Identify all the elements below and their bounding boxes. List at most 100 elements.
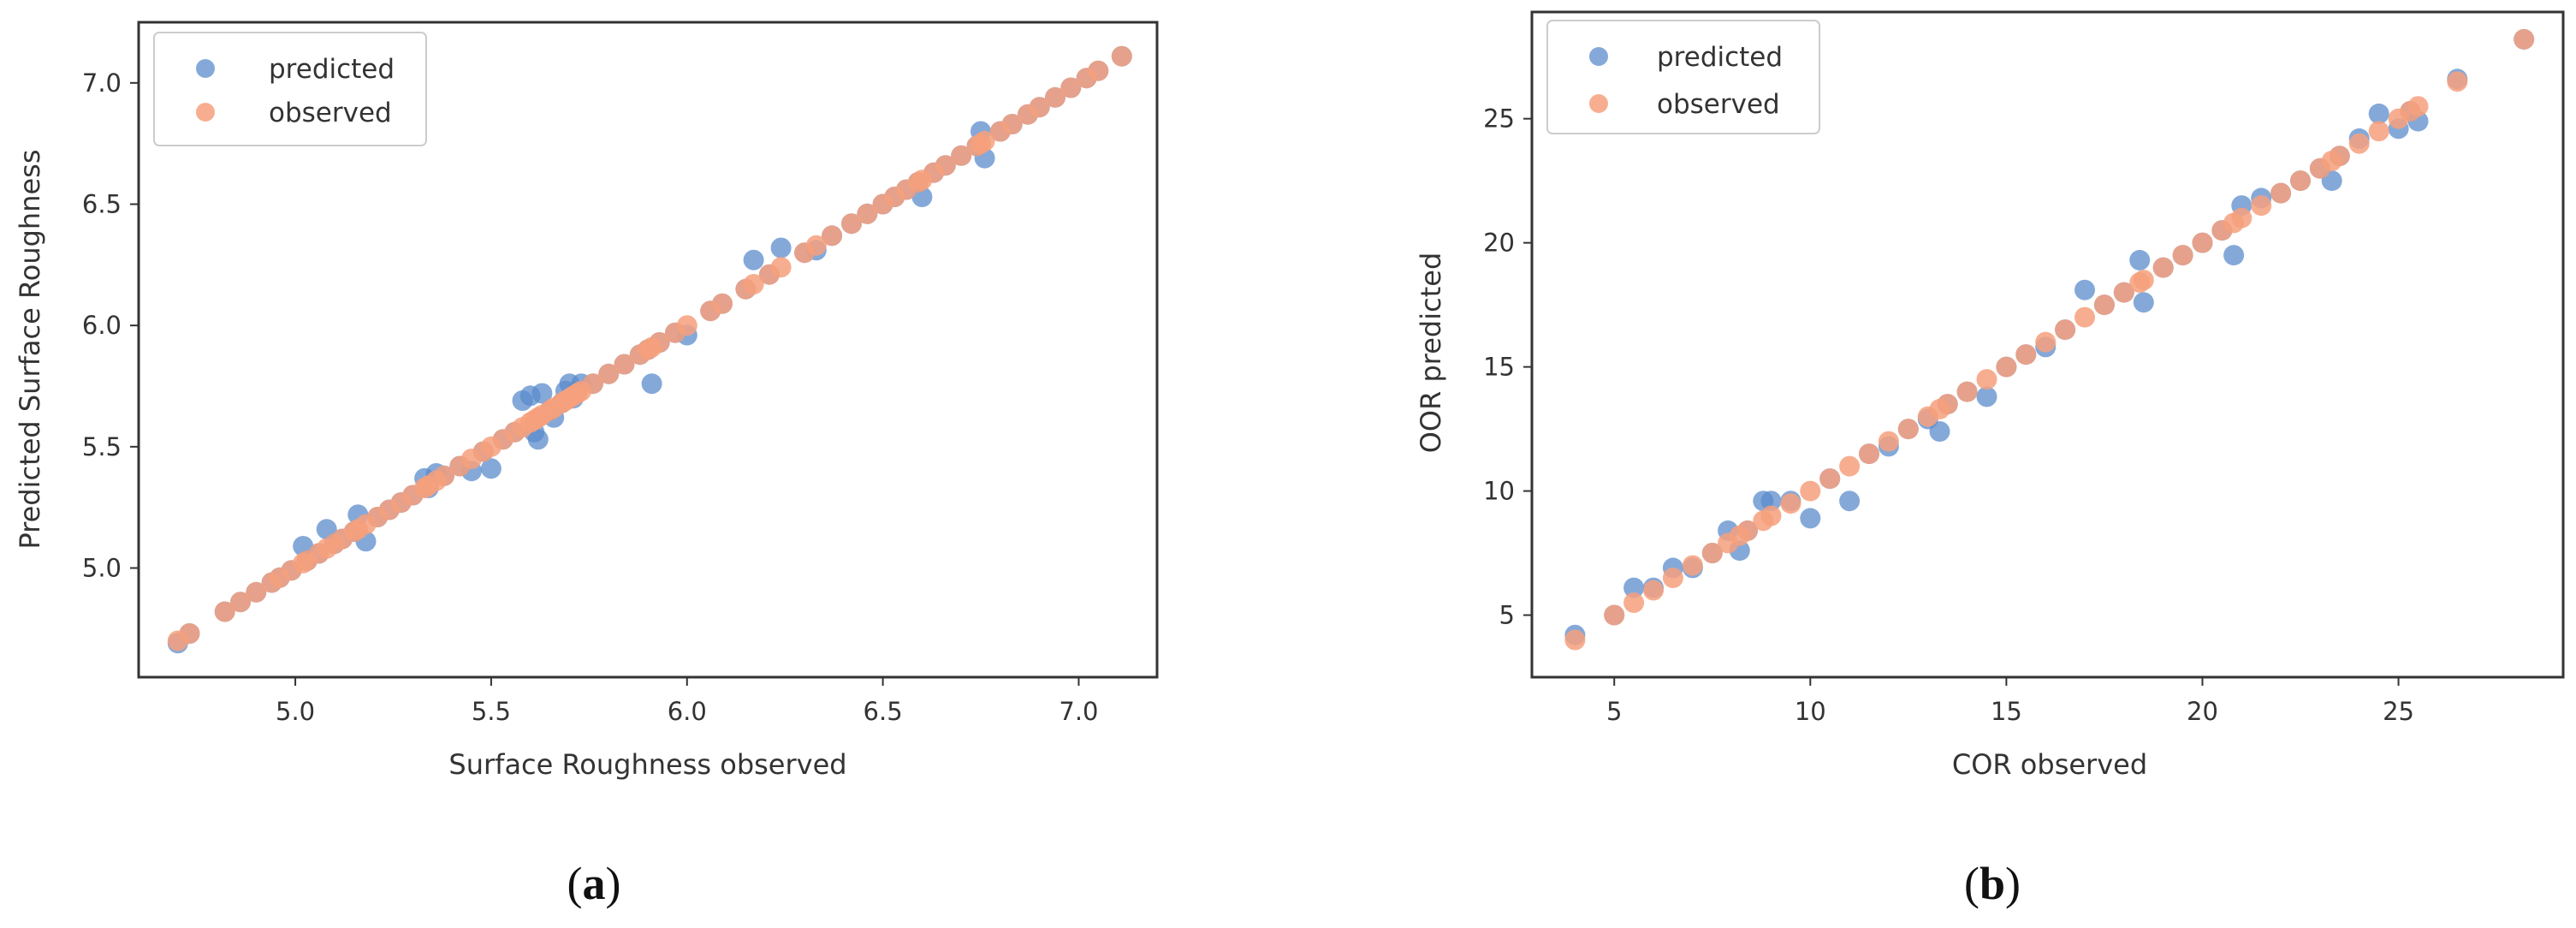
- panel-b-legend-marker-predicted: [1589, 47, 1608, 66]
- panel-b-point-observed: [1800, 480, 1821, 502]
- panel-b-point-observed: [2113, 282, 2134, 303]
- panel-b-point-observed: [2055, 319, 2076, 341]
- panel-b-legend: predicted observed: [1546, 20, 1820, 134]
- panel-b: 5 10 15 20 25 5 10 15 20 25 COR observed OOR pre…: [1415, 10, 2565, 909]
- panel-b-point-observed: [2093, 294, 2115, 316]
- x-tick-label: 6.0: [668, 697, 707, 726]
- panel-b-point-observed: [1701, 543, 1723, 563]
- panel-b-point-observed: [2133, 270, 2154, 291]
- panel-b-point-observed: [1878, 431, 1899, 452]
- panel-b-point-predicted: [2129, 249, 2151, 271]
- panel-b-label: (b): [1964, 858, 2021, 909]
- panel-b-point-observed: [2407, 96, 2429, 117]
- panel-a-legend-label-observed: observed: [269, 98, 392, 128]
- panel-a-point-observed: [1029, 97, 1050, 118]
- panel-b-point-predicted: [2223, 245, 2245, 266]
- panel-a-point-observed: [1045, 86, 1065, 108]
- panel-b-point-observed: [1760, 505, 1782, 526]
- panel-a-ylabel: Predicted Surface Roughness: [14, 149, 46, 549]
- panel-a-point-observed: [857, 203, 878, 224]
- panel-a-point-observed: [935, 155, 956, 176]
- panel-a-point-predicted: [641, 373, 662, 395]
- panel-a-label: (a): [567, 858, 621, 909]
- panel-a-legend: predicted observed: [153, 32, 427, 146]
- x-tick-label: 7.0: [1059, 697, 1098, 726]
- panel-b-point-observed: [1623, 592, 1645, 613]
- panel-a-point-predicted: [770, 237, 792, 259]
- panel-b-point-observed: [1604, 604, 1625, 626]
- y-tick-label: 15: [1483, 353, 1515, 382]
- y-tick-label: 6.0: [82, 311, 122, 340]
- panel-b-point-observed: [2251, 195, 2272, 217]
- panel-b-point-predicted: [1976, 386, 1997, 407]
- panel-b-yticks: 5 10 15 20 25: [1483, 104, 1532, 630]
- panel-b-point-predicted: [1760, 491, 1782, 512]
- panel-b-point-observed: [2290, 170, 2311, 192]
- panel-b-point-observed: [1643, 580, 1664, 601]
- panel-b-point-observed: [1662, 568, 1683, 588]
- x-tick-label: 5: [1606, 697, 1622, 726]
- x-tick-label: 5.0: [276, 697, 315, 726]
- panel-a-point-observed: [1001, 114, 1023, 134]
- panel-a: 5.0 5.5 6.0 6.5 7.0 5.0 5.5 6.0 6.5 7.0 Surface …: [14, 21, 1159, 909]
- panel-a-point-observed: [822, 225, 843, 247]
- panel-b-point-observed: [1819, 468, 1841, 490]
- panel-b-point-observed: [2348, 133, 2370, 154]
- panel-a-point-observed: [434, 465, 454, 486]
- panel-b-point-predicted: [2133, 292, 2154, 313]
- panel-a-frame: [137, 21, 1159, 679]
- x-tick-label: 20: [2187, 697, 2218, 726]
- panel-a-legend-label-predicted: predicted: [269, 54, 395, 85]
- y-tick-label: 20: [1483, 229, 1515, 258]
- panel-b-point-predicted: [1839, 491, 1861, 512]
- panel-b-point-observed: [2329, 146, 2350, 167]
- panel-a-point-observed: [951, 145, 972, 166]
- panel-b-point-observed: [2447, 71, 2468, 92]
- panel-a-yticks: 5.0 5.5 6.0 6.5 7.0: [82, 68, 139, 583]
- panel-b-point-observed: [2035, 331, 2057, 353]
- x-tick-label: 15: [1991, 697, 2022, 726]
- panel-a-point-predicted: [480, 458, 502, 479]
- panel-a-xlabel: Surface Roughness observed: [448, 748, 846, 781]
- panel-b-point-observed: [1737, 520, 1758, 541]
- x-tick-label: 5.5: [472, 697, 511, 726]
- panel-b-point-observed: [1937, 394, 1958, 415]
- panel-b-xticks: 5 10 15 20 25: [1606, 677, 2414, 726]
- panel-a-point-observed: [582, 373, 603, 395]
- panel-a-point-observed: [841, 213, 862, 235]
- panel-a-point-observed: [614, 354, 635, 375]
- panel-b-frame: [1530, 10, 2565, 679]
- panel-a-point-observed: [230, 592, 251, 613]
- y-tick-label: 5: [1499, 601, 1515, 630]
- panel-b-point-observed: [2270, 182, 2292, 204]
- panel-b-point-predicted: [1800, 508, 1821, 529]
- panel-b-point-observed: [2015, 344, 2037, 366]
- panel-b-points: [1564, 28, 2535, 651]
- panel-a-point-predicted: [743, 249, 764, 271]
- panel-a-legend-box: [153, 32, 427, 146]
- panel-a-xticks: 5.0 5.5 6.0 6.5 7.0: [276, 677, 1099, 726]
- panel-b-point-observed: [2192, 232, 2213, 253]
- panel-a-point-observed: [1088, 60, 1109, 81]
- panel-a-point-observed: [676, 315, 697, 336]
- y-tick-label: 7.0: [82, 68, 122, 98]
- panel-b-legend-box: [1546, 20, 1820, 134]
- panel-a-point-observed: [1060, 77, 1082, 98]
- panel-b-point-observed: [2368, 121, 2389, 142]
- panel-b-ylabel: OOR predicted: [1415, 253, 1447, 454]
- panel-a-point-observed: [805, 235, 827, 256]
- y-tick-label: 5.5: [82, 432, 122, 461]
- panel-b-point-observed: [2172, 245, 2193, 266]
- panel-b-point-observed: [1956, 381, 1978, 402]
- panel-b-point-observed: [1682, 555, 1703, 576]
- panel-b-legend-marker-observed: [1589, 94, 1608, 113]
- y-tick-label: 25: [1483, 104, 1515, 134]
- panel-b-point-observed: [1859, 443, 1879, 465]
- panel-a-point-observed: [214, 601, 235, 622]
- panel-b-point-observed: [1996, 356, 2017, 378]
- panel-a-point-observed: [649, 332, 670, 353]
- panel-a-point-observed: [179, 623, 200, 644]
- panel-b-point-observed: [2074, 306, 2095, 328]
- panel-a-points: [167, 45, 1132, 654]
